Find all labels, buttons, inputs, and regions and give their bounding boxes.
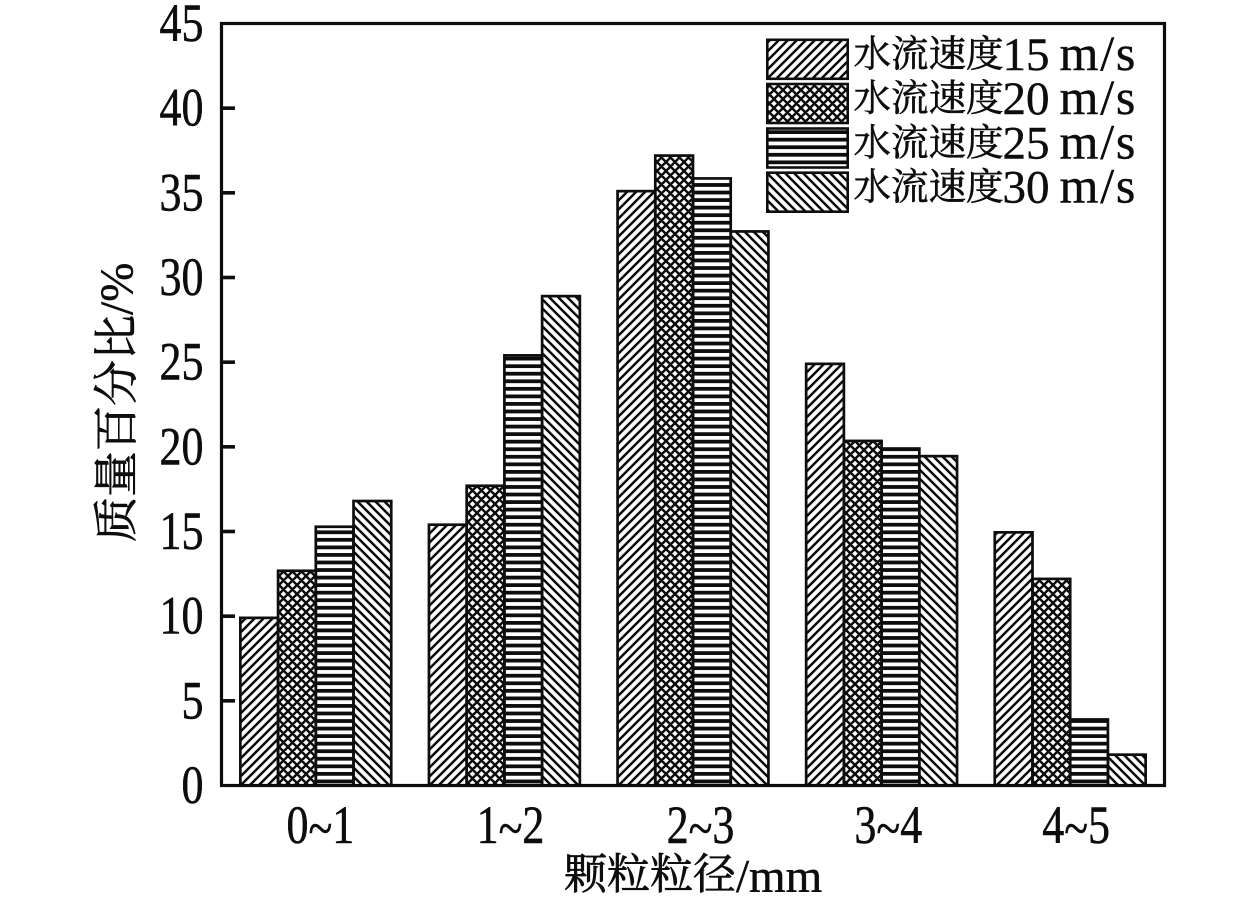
svg-text:/mm: /mm <box>736 851 822 903</box>
svg-text:m/s: m/s <box>1060 25 1138 81</box>
svg-text:2~3: 2~3 <box>667 795 735 859</box>
svg-text:0: 0 <box>182 755 204 815</box>
svg-text:0~1: 0~1 <box>286 795 354 859</box>
svg-text:40: 40 <box>160 77 204 137</box>
svg-text:15: 15 <box>1003 29 1050 81</box>
svg-text:35: 35 <box>160 162 204 222</box>
svg-text:15: 15 <box>160 501 204 561</box>
svg-text:m/s: m/s <box>1060 158 1138 214</box>
svg-text:10: 10 <box>160 585 204 645</box>
svg-text:30: 30 <box>1003 162 1050 214</box>
svg-text:3~4: 3~4 <box>854 795 922 859</box>
svg-text:5: 5 <box>182 670 204 730</box>
svg-text:m/s: m/s <box>1060 69 1138 125</box>
svg-text:20: 20 <box>1003 73 1050 125</box>
svg-text:m/s: m/s <box>1060 114 1138 170</box>
svg-text:30: 30 <box>160 247 204 307</box>
svg-text:25: 25 <box>1003 118 1050 170</box>
svg-text:20: 20 <box>160 416 204 476</box>
svg-text:1~2: 1~2 <box>477 795 545 859</box>
svg-text:/%: /% <box>91 263 143 315</box>
svg-text:25: 25 <box>160 331 204 391</box>
svg-text:45: 45 <box>160 0 204 53</box>
svg-text:4~5: 4~5 <box>1042 795 1110 859</box>
